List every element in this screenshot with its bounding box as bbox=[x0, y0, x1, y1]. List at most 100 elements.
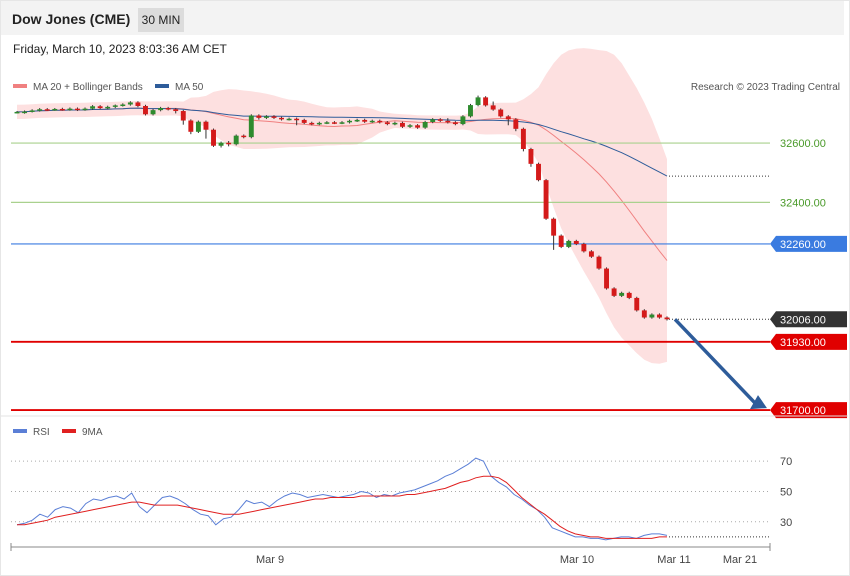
candle bbox=[195, 120, 201, 133]
candle-body bbox=[135, 102, 141, 106]
candle-body bbox=[203, 121, 209, 130]
forecast-arrow-head bbox=[750, 395, 767, 410]
candle bbox=[513, 118, 519, 132]
candle-body bbox=[44, 109, 50, 111]
candle bbox=[407, 124, 413, 128]
candle bbox=[384, 121, 390, 126]
candle-body bbox=[127, 102, 133, 105]
bollinger-band bbox=[17, 48, 667, 364]
rsi-ma-line bbox=[17, 475, 667, 539]
candle bbox=[664, 316, 670, 321]
candle bbox=[566, 239, 572, 249]
candle-body bbox=[558, 235, 564, 247]
candle-body bbox=[437, 119, 443, 121]
rsi-panel: 70 50 30 bbox=[11, 456, 792, 541]
candle bbox=[339, 121, 345, 125]
candle bbox=[256, 114, 262, 120]
candle bbox=[588, 250, 594, 258]
candle bbox=[82, 107, 88, 111]
candle-body bbox=[498, 109, 504, 117]
candle-body bbox=[475, 97, 481, 106]
candle-body bbox=[430, 119, 436, 123]
candle-body bbox=[468, 105, 473, 117]
candle bbox=[135, 101, 141, 108]
candle-body bbox=[143, 105, 148, 115]
candle-body bbox=[279, 117, 284, 120]
candle bbox=[52, 108, 58, 111]
candle bbox=[173, 108, 179, 114]
candle-body bbox=[520, 128, 526, 149]
candle-body bbox=[150, 110, 156, 115]
candle-body bbox=[626, 292, 632, 298]
candle-body bbox=[248, 115, 254, 138]
candle-body bbox=[656, 314, 662, 318]
candle-body bbox=[97, 106, 103, 109]
candle-body bbox=[581, 243, 587, 252]
candle-body bbox=[271, 116, 277, 118]
candle bbox=[248, 114, 254, 139]
candle-body bbox=[59, 108, 65, 111]
rsi-ma-legend-swatch bbox=[62, 429, 76, 433]
candle-body bbox=[513, 119, 519, 129]
candle bbox=[377, 119, 383, 124]
candle bbox=[120, 103, 126, 107]
candle bbox=[158, 106, 164, 112]
candle bbox=[656, 313, 662, 319]
forecast-arrow bbox=[673, 318, 767, 410]
candle bbox=[520, 127, 526, 152]
candle bbox=[490, 101, 496, 111]
ma20-legend-swatch bbox=[13, 84, 27, 88]
candle-body bbox=[452, 122, 458, 125]
ma50-legend-label: MA 50 bbox=[175, 82, 204, 93]
candle bbox=[226, 140, 232, 147]
candle bbox=[150, 108, 156, 116]
candle bbox=[241, 134, 247, 139]
candle bbox=[362, 118, 368, 123]
candle-body bbox=[301, 119, 307, 123]
candle-body bbox=[120, 104, 126, 106]
candle bbox=[505, 115, 511, 126]
x-axis: Mar 9 Mar 10 Mar 11 Mar 21 bbox=[10, 543, 771, 566]
candle bbox=[347, 119, 353, 124]
candle-body bbox=[573, 240, 579, 244]
rsi-legend-label: RSI bbox=[33, 427, 50, 438]
candle-body bbox=[400, 122, 405, 127]
candle-body bbox=[316, 122, 322, 125]
candle-body bbox=[90, 106, 96, 109]
candle-body bbox=[536, 163, 541, 181]
candle bbox=[634, 296, 640, 312]
ma20-legend-label: MA 20 + Bollinger Bands bbox=[33, 82, 143, 93]
candle bbox=[422, 120, 428, 129]
candle-body bbox=[369, 120, 375, 123]
candle bbox=[143, 104, 148, 116]
candle bbox=[263, 115, 269, 120]
candle-body bbox=[377, 120, 383, 123]
candle-body bbox=[286, 118, 292, 121]
candle-body bbox=[67, 108, 73, 111]
candle-body bbox=[241, 135, 247, 138]
candle bbox=[331, 121, 337, 125]
candle-body bbox=[460, 116, 466, 125]
level-support-5-label: 31700.00 bbox=[780, 405, 826, 417]
candle-body bbox=[634, 297, 640, 311]
candle-body bbox=[604, 268, 609, 289]
candle-body bbox=[14, 111, 20, 114]
candle-body bbox=[294, 118, 300, 121]
bollinger-band-area bbox=[17, 48, 667, 364]
candle bbox=[90, 105, 96, 110]
candle bbox=[14, 111, 20, 114]
candle bbox=[59, 107, 65, 111]
candle bbox=[75, 107, 80, 112]
candle-body bbox=[37, 109, 43, 111]
candle bbox=[483, 96, 489, 107]
level-resistance-1-label: 32400.00 bbox=[780, 197, 826, 209]
candle bbox=[316, 121, 322, 126]
timeframe-button[interactable]: 30 MIN bbox=[138, 8, 184, 32]
rsi-legend: RSI 9MA bbox=[13, 427, 103, 438]
candle-body bbox=[611, 288, 617, 296]
level-last-3-tag bbox=[770, 311, 847, 328]
candle-body bbox=[29, 110, 35, 112]
candle-body bbox=[52, 108, 58, 111]
candle-body bbox=[664, 317, 670, 320]
